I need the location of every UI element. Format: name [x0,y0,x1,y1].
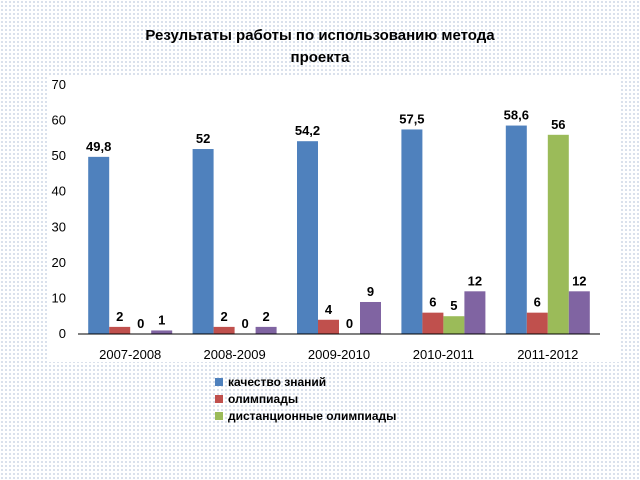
data-label: 0 [137,316,144,331]
bar [255,326,277,334]
bar [192,149,214,334]
chart-title-line-1: Результаты работы по использованию метод… [145,27,495,44]
x-category-label: 2010-2011 [413,347,474,362]
data-label: 0 [241,316,248,331]
data-label: 0 [346,316,353,331]
legend-entry: качество знаний [228,375,326,389]
data-label: 6 [429,295,436,310]
data-label: 4 [325,302,333,317]
data-label: 5 [450,298,457,313]
y-tick-label: 70 [52,77,66,92]
x-category-label: 2011-2012 [517,347,578,362]
bar [526,312,548,334]
data-label: 52 [196,131,210,146]
bar [213,326,235,334]
data-label: 2 [262,309,269,324]
bar [547,134,569,334]
legend: качество знаний олимпиады дистанционные ол… [215,375,396,423]
data-label: 12 [572,273,586,288]
bar [297,141,318,334]
legend-entry: олимпиады [228,392,298,406]
legend-swatch [215,378,223,386]
y-tick-label: 0 [59,326,66,341]
bar [568,291,590,334]
bar [360,301,381,334]
bar [109,326,131,334]
y-axis: 0 10 20 30 40 50 60 70 [52,77,66,341]
data-label: 58,6 [504,108,529,123]
data-label: 2 [220,309,227,324]
data-label: 49,8 [86,139,111,154]
bar [422,312,444,334]
chart-title-line-2: проекта [291,49,351,66]
x-category-label: 2009-2010 [308,347,370,362]
x-category-label: 2008-2009 [204,347,266,362]
data-label: 1 [158,312,165,327]
y-tick-label: 10 [52,290,66,305]
y-tick-label: 60 [52,113,66,128]
y-tick-label: 50 [52,148,66,163]
y-tick-label: 20 [52,255,66,270]
bar [401,129,423,334]
legend-swatch [215,412,223,420]
data-label: 2 [116,309,123,324]
data-label: 12 [468,273,482,288]
bar [318,319,339,334]
legend-swatch [215,395,223,403]
legend-entry: дистанционные олимпиады [228,409,396,423]
y-tick-label: 30 [52,219,66,234]
data-label: 57,5 [399,111,424,126]
data-label: 6 [534,295,541,310]
data-label: 9 [367,284,374,299]
data-label: 54,2 [295,123,320,138]
data-label: 56 [551,117,565,132]
x-category-label: 2007-2008 [99,347,161,362]
bar [88,156,110,334]
bar [151,330,173,334]
bars-group [88,125,590,335]
bar [443,316,465,334]
y-tick-label: 40 [52,184,66,199]
x-axis: 2007-2008 2008-2009 2009-2010 2010-2011 2011… [78,333,600,362]
bar [464,291,486,334]
bar [505,125,527,335]
